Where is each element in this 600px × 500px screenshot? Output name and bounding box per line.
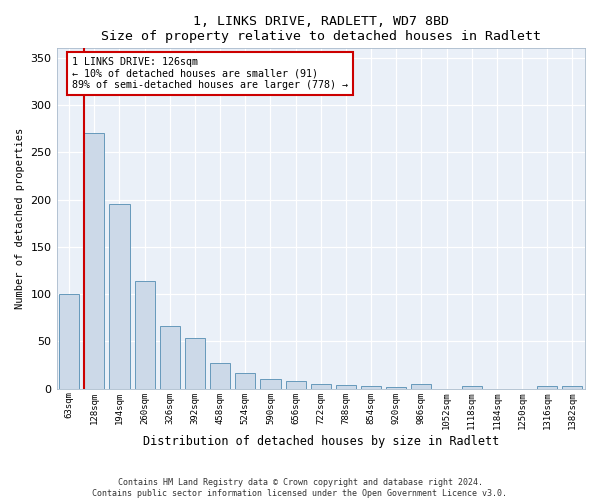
- Bar: [260, 379, 281, 388]
- Bar: [386, 386, 406, 388]
- Bar: [562, 386, 583, 388]
- Y-axis label: Number of detached properties: Number of detached properties: [15, 128, 25, 309]
- Bar: [286, 381, 305, 388]
- Bar: [84, 134, 104, 388]
- Title: 1, LINKS DRIVE, RADLETT, WD7 8BD
Size of property relative to detached houses in: 1, LINKS DRIVE, RADLETT, WD7 8BD Size of…: [101, 15, 541, 43]
- Bar: [336, 385, 356, 388]
- Bar: [59, 294, 79, 388]
- Bar: [361, 386, 381, 388]
- Bar: [134, 281, 155, 388]
- Bar: [185, 338, 205, 388]
- Text: 1 LINKS DRIVE: 126sqm
← 10% of detached houses are smaller (91)
89% of semi-deta: 1 LINKS DRIVE: 126sqm ← 10% of detached …: [73, 57, 349, 90]
- Bar: [210, 363, 230, 388]
- Bar: [537, 386, 557, 388]
- Text: Contains HM Land Registry data © Crown copyright and database right 2024.
Contai: Contains HM Land Registry data © Crown c…: [92, 478, 508, 498]
- Bar: [461, 386, 482, 388]
- Bar: [311, 384, 331, 388]
- Bar: [412, 384, 431, 388]
- Bar: [235, 374, 256, 388]
- Bar: [160, 326, 180, 388]
- X-axis label: Distribution of detached houses by size in Radlett: Distribution of detached houses by size …: [143, 434, 499, 448]
- Bar: [109, 204, 130, 388]
